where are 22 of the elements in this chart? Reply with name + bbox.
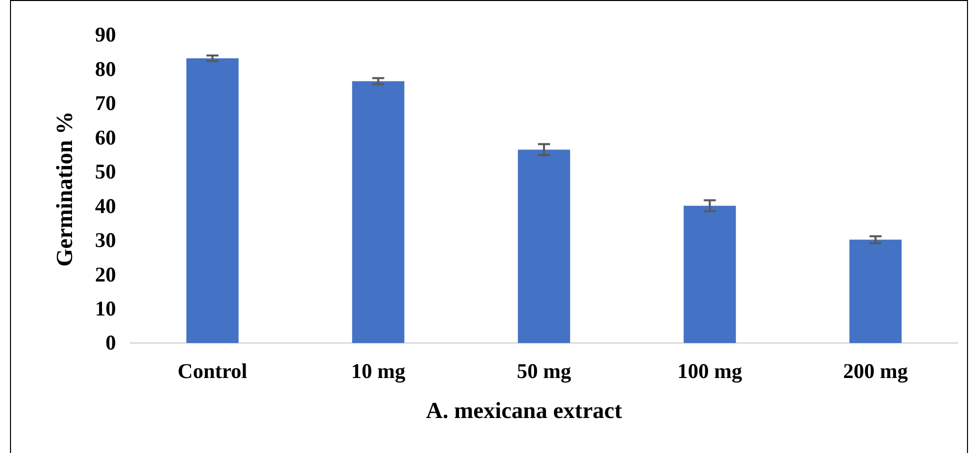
bar	[684, 206, 736, 343]
bar	[352, 81, 404, 343]
y-tick-label: 30	[95, 228, 116, 252]
y-tick-label: 80	[95, 56, 116, 81]
x-tick-label: 10 mg	[351, 358, 406, 383]
x-tick-label: 200 mg	[843, 358, 908, 383]
x-tick-label: 100 mg	[677, 358, 743, 383]
x-axis-title: A. mexicana extract	[426, 398, 622, 423]
bar	[186, 58, 239, 343]
x-tick-label: 50 mg	[516, 358, 572, 383]
x-tick-label: Control	[178, 358, 248, 383]
y-tick-label: 60	[95, 125, 116, 150]
y-tick-label: 50	[95, 160, 116, 184]
y-tick-label: 20	[95, 262, 116, 286]
y-tick-label: 70	[95, 91, 116, 116]
y-tick-label: 40	[95, 194, 116, 218]
bar	[518, 150, 570, 343]
y-tick-label: 0	[106, 330, 116, 355]
y-tick-label: 90	[95, 22, 116, 47]
bar	[849, 240, 902, 343]
y-axis-title: Germination %	[52, 111, 77, 267]
y-tick-label: 10	[95, 296, 116, 320]
